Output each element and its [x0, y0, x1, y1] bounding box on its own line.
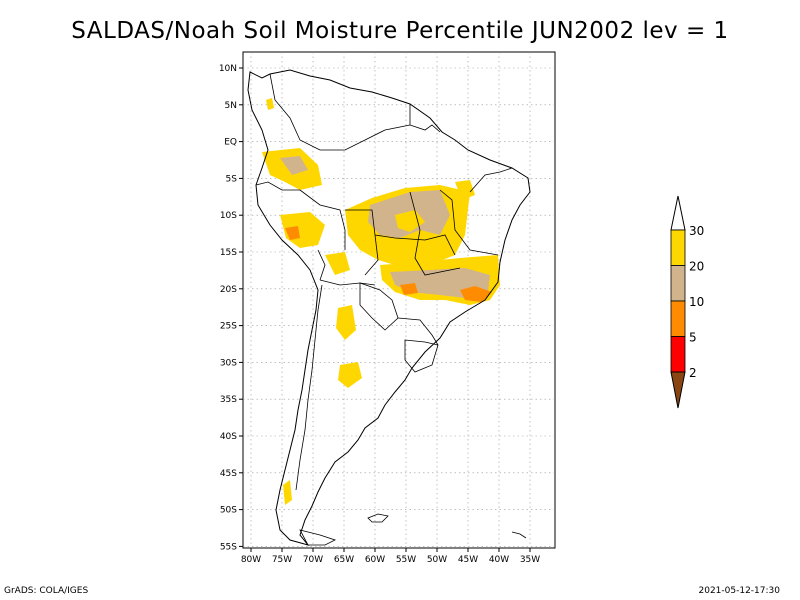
lat-tick-label: 10S: [220, 211, 237, 221]
lat-tick-label: 30S: [220, 358, 237, 368]
lat-tick-label: 35S: [220, 395, 237, 405]
shade-region-bolivia: [325, 252, 350, 275]
lon-tick-label: 65W: [334, 555, 354, 565]
border-uruguay: [404, 339, 439, 373]
colorbar-bin: [670, 265, 686, 302]
lat-tick-label: EQ: [224, 138, 237, 148]
border-bolivia-peru: [317, 249, 326, 281]
lat-tick-label: 5S: [226, 174, 238, 184]
shade-region-southeast-orange: [460, 286, 492, 302]
border-guianas: [409, 104, 441, 133]
colorbar-label: 2: [689, 366, 697, 380]
shade-region-argentina: [338, 362, 362, 388]
colorbar-bottom-arrow: [670, 371, 686, 409]
border-bolivia-argentina: [319, 279, 376, 286]
shade-region-northeast: [455, 180, 475, 200]
colorbar-label: 30: [689, 224, 704, 238]
lon-tick-label: 75W: [272, 555, 292, 565]
lon-tick-label: 60W: [365, 555, 385, 565]
lat-tick-label: 15S: [220, 248, 237, 258]
shade-region-north-andes-tan: [280, 156, 308, 175]
colorbar-label: 5: [689, 331, 697, 345]
border-colombia-venezuela: [269, 73, 321, 151]
lat-tick-label: 20S: [220, 285, 237, 295]
shade-region-southeast-orange2: [400, 283, 418, 295]
map-title: SALDAS/Noah Soil Moisture Percentile JUN…: [71, 18, 729, 44]
lon-tick-label: 35W: [520, 555, 540, 565]
border-brazil-states-1: [374, 234, 456, 256]
border-brazil-states-3: [439, 189, 499, 256]
colorbar-label: 20: [689, 260, 704, 274]
lon-tick-label: 70W: [303, 555, 323, 565]
border-peru-brazil: [299, 189, 346, 250]
shade-region-paraguay: [336, 305, 356, 340]
colorbar-top-arrow: [670, 195, 686, 231]
lat-tick-label: 50S: [220, 506, 237, 516]
border-venezuela-brazil: [320, 124, 411, 151]
map-frame: [242, 51, 556, 549]
lat-tick-label: 40S: [220, 432, 237, 442]
colorbar-label: 10: [689, 295, 704, 309]
border-brazil-states-2: [409, 191, 461, 276]
footer-credit: GrADS: COLA/IGES: [4, 586, 89, 596]
south-america-coastline: [247, 69, 531, 546]
border-chile-argentina: [295, 284, 323, 491]
shade-region-venezuela: [266, 98, 274, 110]
lat-tick-label: 55S: [220, 542, 237, 552]
lon-tick-label: 55W: [396, 555, 416, 565]
falkland-islands: [367, 513, 389, 523]
lat-tick-label: 5N: [225, 101, 237, 111]
shade-region-patagonia: [283, 480, 292, 505]
shade-region-peru-orange: [285, 226, 300, 240]
shade-region-central-brazil-yellow-spots: [395, 210, 425, 232]
lat-tick-label: 25S: [220, 322, 237, 332]
lat-tick-label: 45S: [220, 469, 237, 479]
border-ecuador-peru: [255, 181, 300, 191]
colorbar: 30 20 10 5 2: [670, 195, 704, 409]
latitude-labels: 10N 5N EQ 5S 10S 15S 20S 25S 30S 35S 40S 45S 50S 55S: [219, 64, 243, 552]
longitude-labels: 80W 75W 70W 65W 60W 55W 50W 45W 40W 35W: [241, 548, 540, 565]
south-georgia: [511, 531, 527, 539]
lon-tick-label: 50W: [427, 555, 447, 565]
lon-tick-label: 80W: [241, 555, 261, 565]
colorbar-bin: [670, 336, 686, 373]
coastlines: [247, 69, 531, 546]
lat-tick-label: 10N: [219, 64, 237, 74]
colorbar-bin: [670, 300, 686, 337]
islands: [299, 513, 527, 546]
colorbar-bin: [670, 229, 686, 266]
border-argentina-brazil: [397, 317, 439, 346]
lon-tick-label: 40W: [489, 555, 509, 565]
country-borders: [255, 73, 513, 491]
tierra-del-fuego: [299, 529, 337, 546]
border-paraguay: [359, 282, 399, 331]
lon-tick-label: 45W: [458, 555, 478, 565]
footer-timestamp: 2021-05-12-17:30: [698, 586, 781, 596]
border-brazil-states-4: [469, 167, 513, 193]
